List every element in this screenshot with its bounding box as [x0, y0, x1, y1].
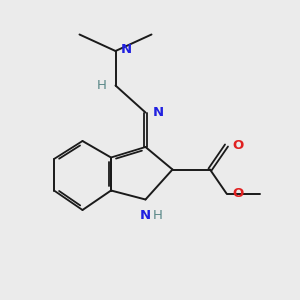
- Text: O: O: [232, 187, 244, 200]
- Text: H: H: [97, 79, 107, 92]
- Text: H: H: [153, 209, 163, 222]
- Text: N: N: [121, 43, 132, 56]
- Text: N: N: [140, 209, 151, 222]
- Text: O: O: [232, 139, 244, 152]
- Text: N: N: [153, 106, 164, 119]
